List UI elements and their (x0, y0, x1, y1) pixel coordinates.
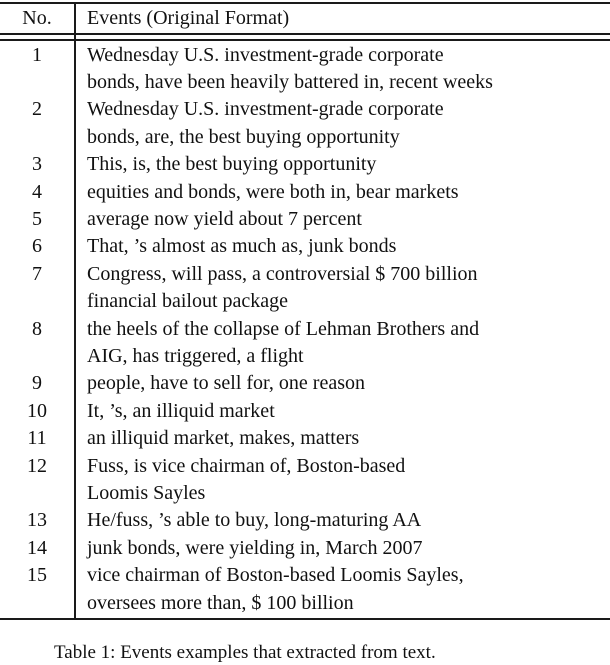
table-row: 9 people, have to sell for, one reason (0, 370, 610, 397)
row-event-text: equities and bonds, were both in, bear m… (87, 180, 459, 203)
table-row: 14 junk bonds, were yielding in, March 2… (0, 535, 610, 562)
row-number: 7 (32, 262, 42, 285)
table-row: 10 It, ’s, an illiquid market (0, 398, 610, 425)
events-table: No. Events (Original Format) 1 Wednesday… (0, 2, 610, 621)
row-event-text: That, ’s almost as much as, junk bonds (87, 235, 397, 258)
row-number: 4 (32, 180, 42, 203)
table-row: 15 vice chairman of Boston-based Loomis … (0, 562, 610, 617)
header-double-rule (0, 33, 610, 41)
row-number: 8 (32, 317, 42, 340)
column-divider-line (74, 4, 76, 619)
row-event-text: This, is, the best buying opportunity (87, 153, 377, 176)
table-row: 5 average now yield about 7 percent (0, 206, 610, 233)
row-event-text: Fuss, is vice chairman of, Boston-based … (87, 454, 406, 504)
row-number: 3 (32, 153, 42, 176)
row-event-text: Congress, will pass, a controversial $ 7… (87, 262, 478, 313)
row-event-text: an illiquid market, makes, matters (87, 427, 360, 450)
row-number: 2 (32, 98, 42, 121)
table-header-row: No. Events (Original Format) (0, 4, 610, 33)
row-number: 12 (27, 454, 47, 477)
table-row: 6 That, ’s almost as much as, junk bonds (0, 233, 610, 260)
row-number: 6 (32, 235, 42, 258)
row-event-text: He/fuss, ’s able to buy, long-maturing A… (87, 509, 422, 532)
row-event-text: It, ’s, an illiquid market (87, 399, 275, 422)
column-header-no: No. (22, 7, 52, 29)
row-event-text: vice chairman of Boston-based Loomis Say… (87, 564, 464, 614)
row-number: 5 (32, 207, 42, 230)
row-number: 14 (27, 536, 47, 559)
table-row: 3 This, is, the best buying opportunity (0, 151, 610, 178)
table-row: 7 Congress, will pass, a controversial $… (0, 261, 610, 316)
row-number: 15 (27, 564, 47, 587)
table-row: 4 equities and bonds, were both in, bear… (0, 179, 610, 206)
row-number: 9 (32, 372, 42, 395)
table-row: 12 Fuss, is vice chairman of, Boston-bas… (0, 453, 610, 508)
table-body: 1 Wednesday U.S. investment-grade corpor… (0, 41, 610, 619)
table-row: 13 He/fuss, ’s able to buy, long-maturin… (0, 507, 610, 534)
table-row: 11 an illiquid market, makes, matters (0, 425, 610, 452)
row-number: 13 (27, 509, 47, 532)
row-event-text: Wednesday U.S. investment-grade corporat… (87, 98, 444, 148)
row-event-text: junk bonds, were yielding in, March 2007 (87, 536, 423, 559)
row-event-text: the heels of the collapse of Lehman Brot… (87, 317, 480, 367)
table-row: 8 the heels of the collapse of Lehman Br… (0, 316, 610, 371)
row-event-text: people, have to sell for, one reason (87, 372, 365, 395)
row-number: 1 (32, 43, 42, 66)
row-event-text: average now yield about 7 percent (87, 207, 362, 230)
table-row: 2 Wednesday U.S. investment-grade corpor… (0, 96, 610, 151)
row-number: 11 (27, 427, 47, 450)
table-row: 1 Wednesday U.S. investment-grade corpor… (0, 42, 610, 97)
table-caption: Table 1: Events examples that extracted … (54, 642, 436, 664)
row-event-text: Wednesday U.S. investment-grade corporat… (87, 43, 493, 93)
row-number: 10 (27, 399, 47, 422)
column-header-events: Events (Original Format) (87, 7, 290, 29)
